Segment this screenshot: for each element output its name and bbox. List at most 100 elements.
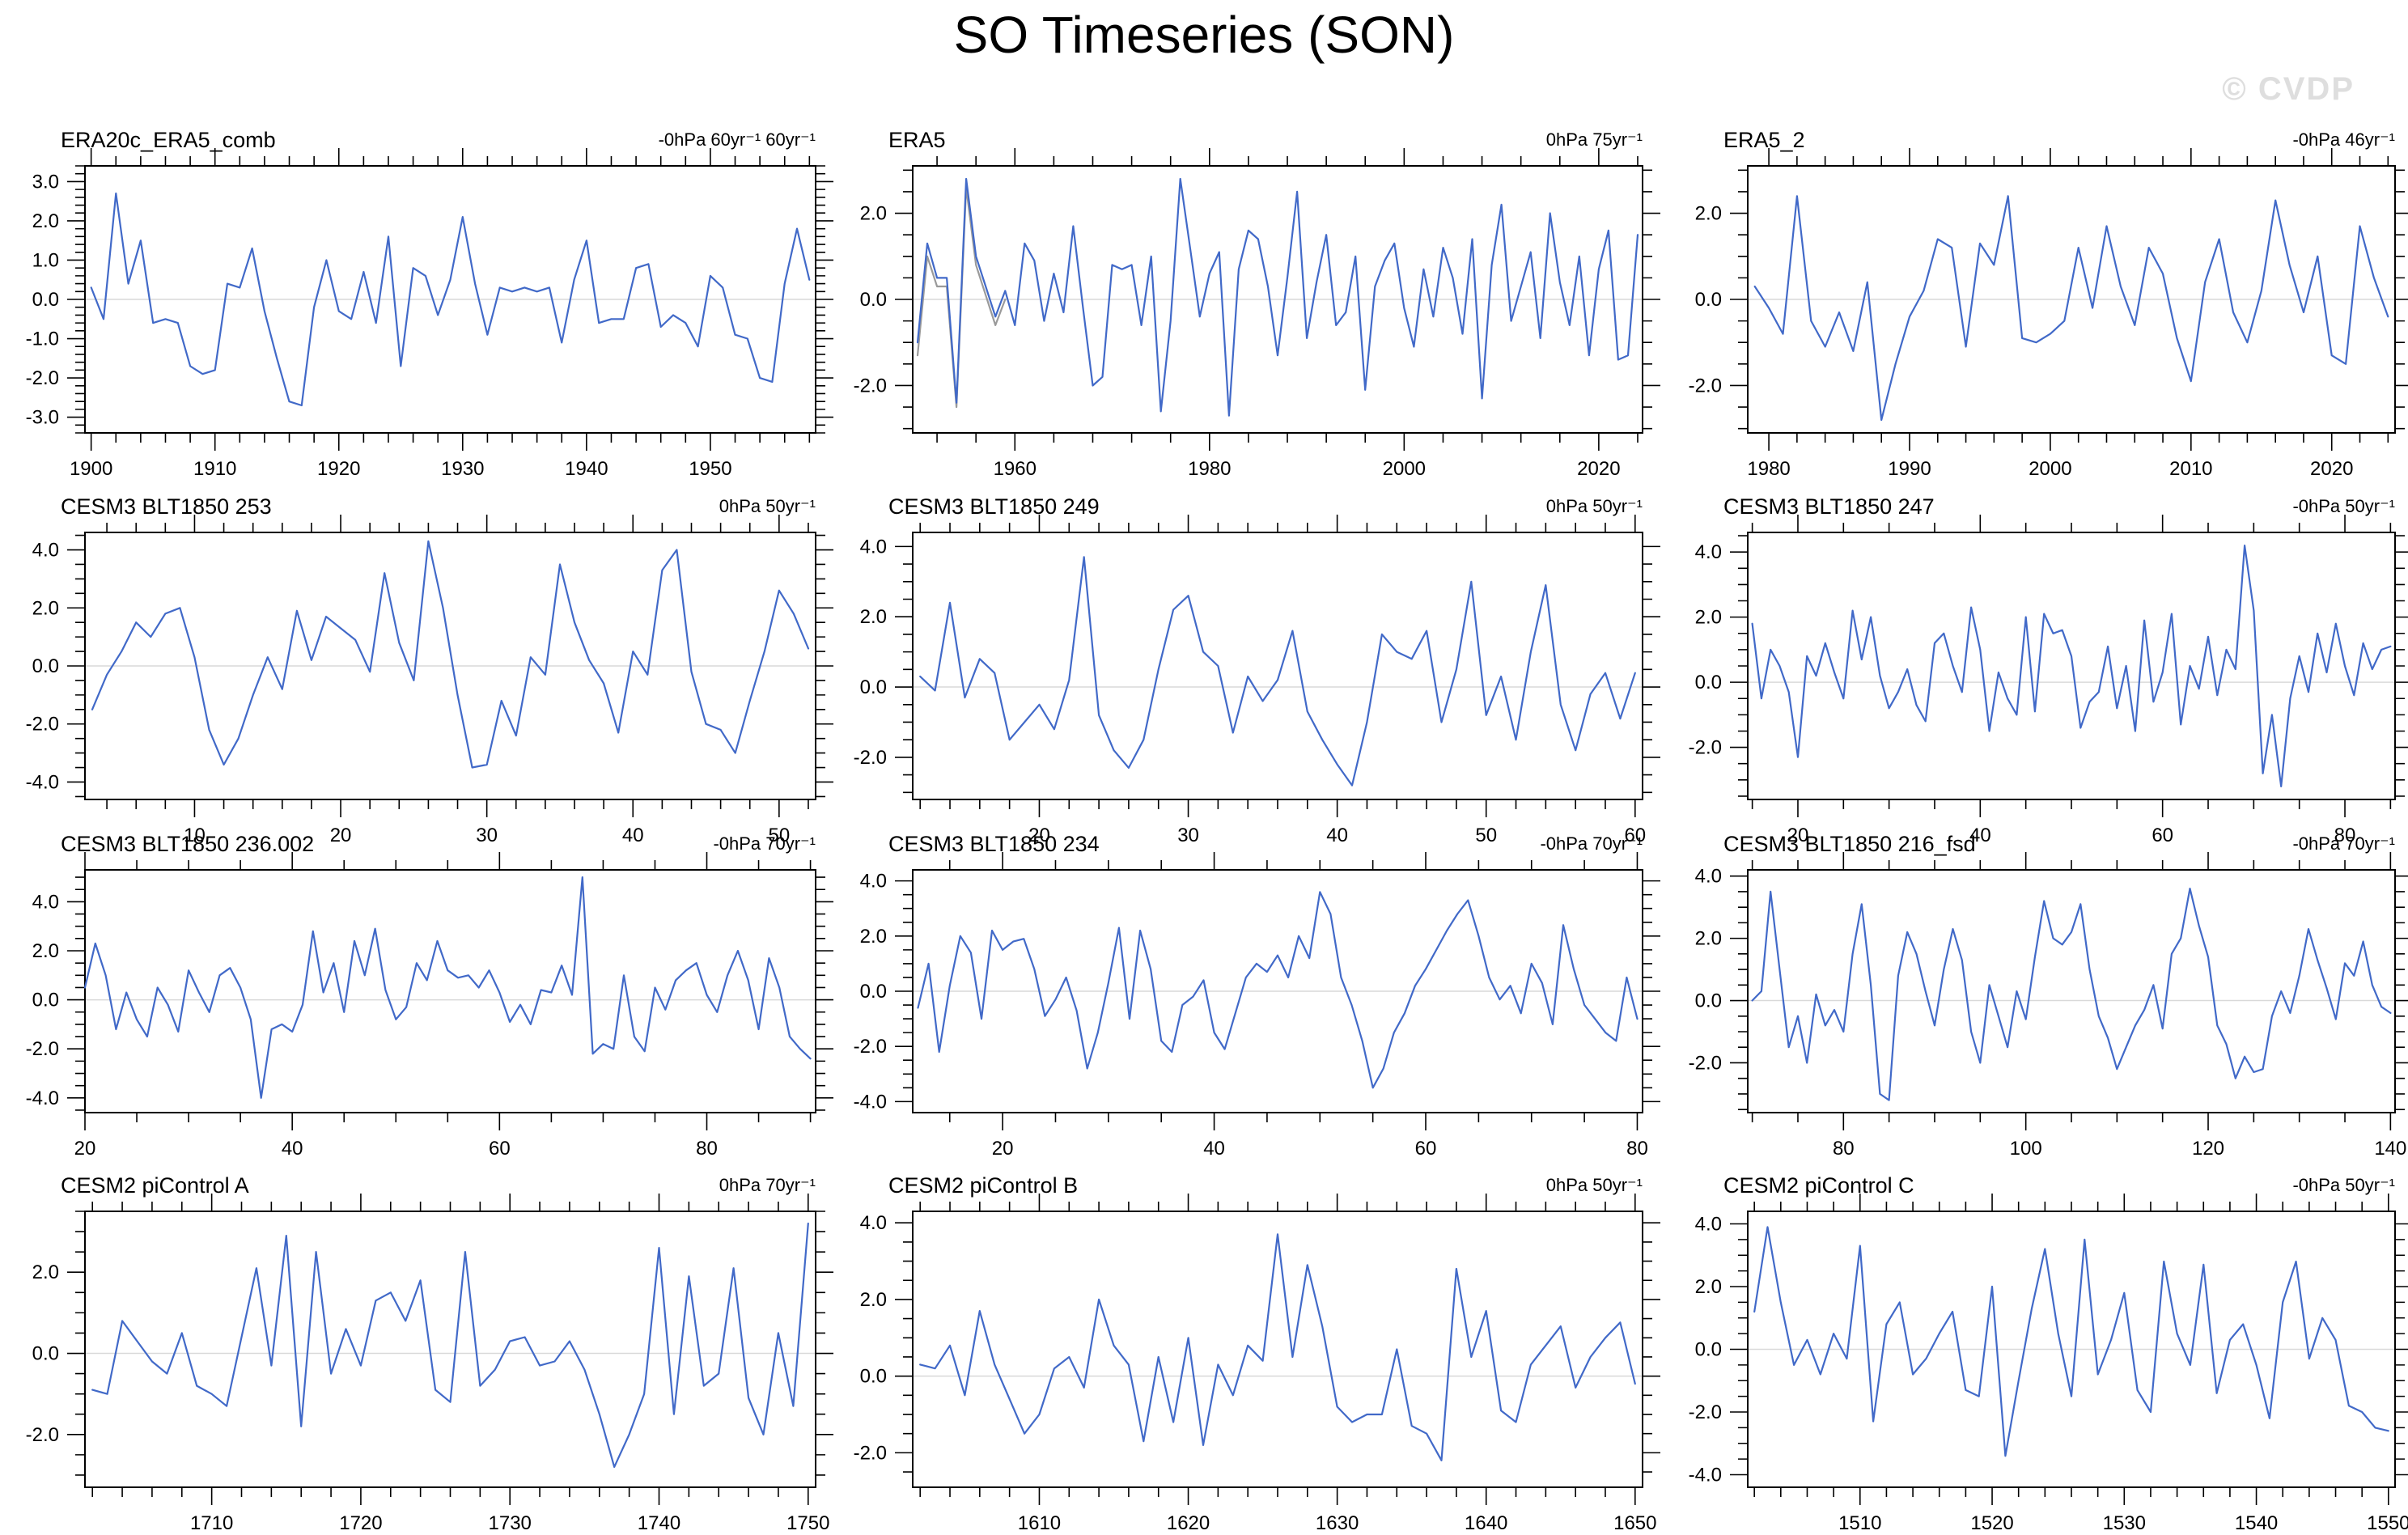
x-tick-label: 1640: [1465, 1512, 1507, 1534]
panel-title: CESM3 BLT1850 236.002: [61, 832, 314, 856]
panel-title: CESM2 piControl B: [888, 1173, 1078, 1198]
x-tick-label: 40: [622, 825, 644, 846]
y-tick-label: 0.0: [860, 981, 887, 1003]
x-tick-label: 30: [1177, 825, 1199, 846]
series-line-primary: [83, 876, 812, 1099]
series-line-primary: [917, 891, 1639, 1089]
panel-units: -0hPa 50yr⁻¹: [2292, 496, 2395, 516]
panel-units: -0hPa 60yr⁻¹ 60yr⁻¹: [659, 129, 816, 150]
y-tick-label: 4.0: [1695, 1214, 1722, 1236]
y-tick-label: 2.0: [1695, 607, 1722, 629]
timeseries-panel: CESM3 BLT1850 236.002 -0hPa 70yr⁻¹ 20 40 60 8…: [26, 832, 833, 1160]
panel-title: ERA20c_ERA5_comb: [61, 128, 276, 152]
x-tick-label: 60: [2152, 825, 2173, 846]
y-tick-label: 0.0: [32, 1343, 59, 1365]
y-tick-label: -4.0: [26, 771, 59, 793]
y-tick-label: 2.0: [32, 940, 59, 962]
x-tick-label: 1920: [317, 458, 360, 480]
axis-ticks: [67, 852, 833, 1130]
y-tick-label: 0.0: [1695, 289, 1722, 311]
y-tick-label: -2.0: [854, 747, 887, 769]
x-tick-label: 40: [1203, 1138, 1225, 1160]
y-tick-label: 4.0: [32, 540, 59, 562]
x-tick-label: 40: [1969, 825, 1991, 846]
x-tick-label: 20: [1028, 825, 1050, 846]
x-tick-label: 20: [74, 1138, 96, 1160]
y-tick-label: 0.0: [1695, 672, 1722, 693]
x-tick-label: 1740: [638, 1512, 680, 1534]
y-tick-label: 2.0: [1695, 203, 1722, 225]
y-tick-label: -3.0: [26, 407, 59, 429]
x-tick-label: 1980: [1747, 458, 1790, 480]
y-tick-label: -4.0: [26, 1088, 59, 1109]
x-tick-label: 80: [696, 1138, 718, 1160]
panel-units: -0hPa 50yr⁻¹: [2292, 1175, 2395, 1195]
x-tick-label: 1550: [2367, 1512, 2408, 1534]
axis-ticks: [895, 852, 1660, 1130]
x-tick-label: 1620: [1167, 1512, 1210, 1534]
y-tick-label: 4.0: [860, 871, 887, 893]
axis-box: [1747, 869, 2396, 1113]
x-tick-label: 2020: [2310, 458, 2353, 480]
series-line-primary: [91, 540, 810, 769]
x-tick-label: 1540: [2235, 1512, 2278, 1534]
timeseries-panel: ERA5 0hPa 75yr⁻¹ 1960 1980 2000 2020 2.0 0.0 -2.…: [854, 128, 1660, 480]
x-tick-label: 1520: [1970, 1512, 2013, 1534]
y-tick-label: 4.0: [1695, 541, 1722, 563]
y-tick-label: 2.0: [32, 1261, 59, 1283]
axis-ticks: [1730, 148, 2408, 451]
x-tick-label: 20: [1787, 825, 1809, 846]
y-tick-label: 2.0: [32, 597, 59, 619]
cvdp-watermark: © CVDP: [2222, 71, 2355, 107]
axis-ticks: [67, 1194, 833, 1505]
x-tick-label: 140: [2374, 1138, 2406, 1160]
panel-units: 0hPa 50yr⁻¹: [1546, 1175, 1643, 1195]
x-tick-label: 1950: [689, 458, 731, 480]
y-tick-label: -2.0: [1689, 1401, 1722, 1423]
panel-title: ERA5: [888, 128, 946, 152]
panel-units: 0hPa 50yr⁻¹: [719, 496, 816, 516]
x-tick-label: 40: [282, 1138, 303, 1160]
y-tick-label: 2.0: [1695, 928, 1722, 950]
x-tick-label: 1720: [339, 1512, 382, 1534]
timeseries-panel: CESM2 piControl C -0hPa 50yr⁻¹ 1510 1520 153…: [1689, 1173, 2408, 1534]
x-tick-label: 60: [1415, 1138, 1437, 1160]
x-tick-label: 100: [2010, 1138, 2042, 1160]
y-tick-label: 4.0: [32, 891, 59, 913]
x-tick-label: 1730: [489, 1512, 532, 1534]
y-tick-label: 2.0: [1695, 1276, 1722, 1298]
axis-ticks: [895, 1194, 1660, 1505]
y-tick-label: -4.0: [1689, 1465, 1722, 1486]
figure-title: SO Timeseries (SON): [953, 6, 1455, 64]
series-line-primary: [90, 192, 811, 407]
x-tick-label: 60: [1624, 825, 1646, 846]
x-tick-label: 1630: [1316, 1512, 1359, 1534]
panel-title: CESM3 BLT1850 234: [888, 832, 1100, 856]
y-tick-label: 3.0: [32, 171, 59, 193]
axis-box: [84, 869, 816, 1113]
panel-units: -0hPa 70yr⁻¹: [1540, 833, 1643, 854]
x-tick-label: 1900: [70, 458, 112, 480]
x-tick-label: 1990: [1888, 458, 1931, 480]
y-tick-label: 0.0: [1695, 1339, 1722, 1361]
x-tick-label: 1960: [994, 458, 1037, 480]
panel-title: CESM3 BLT1850 247: [1723, 494, 1935, 519]
timeseries-panel: CESM2 piControl B 0hPa 50yr⁻¹ 1610 1620 1630…: [854, 1173, 1660, 1534]
series-line-primary: [1753, 195, 2389, 422]
panel-title: CESM3 BLT1850 249: [888, 494, 1100, 519]
axis-box: [912, 532, 1643, 800]
x-tick-label: 1710: [190, 1512, 233, 1534]
y-tick-label: -2.0: [26, 1424, 59, 1446]
y-tick-label: 4.0: [860, 536, 887, 558]
x-tick-label: 40: [1326, 825, 1348, 846]
timeseries-panel: CESM3 BLT1850 253 0hPa 50yr⁻¹ 10 20 30 40 50 4.…: [26, 494, 833, 846]
y-tick-label: 0.0: [860, 1366, 887, 1388]
axis-ticks: [1730, 1194, 2408, 1505]
series-line-primary: [91, 1222, 809, 1469]
timeseries-panel: ERA5_2 -0hPa 46yr⁻¹ 1980 1990 2000 2010 2020 2.…: [1689, 128, 2408, 480]
timeseries-panel: ERA20c_ERA5_comb -0hPa 60yr⁻¹ 60yr⁻¹ 1900 1…: [26, 128, 833, 480]
panel-title: CESM3 BLT1850 216_fsd: [1723, 832, 1976, 856]
x-tick-label: 80: [2334, 825, 2356, 846]
